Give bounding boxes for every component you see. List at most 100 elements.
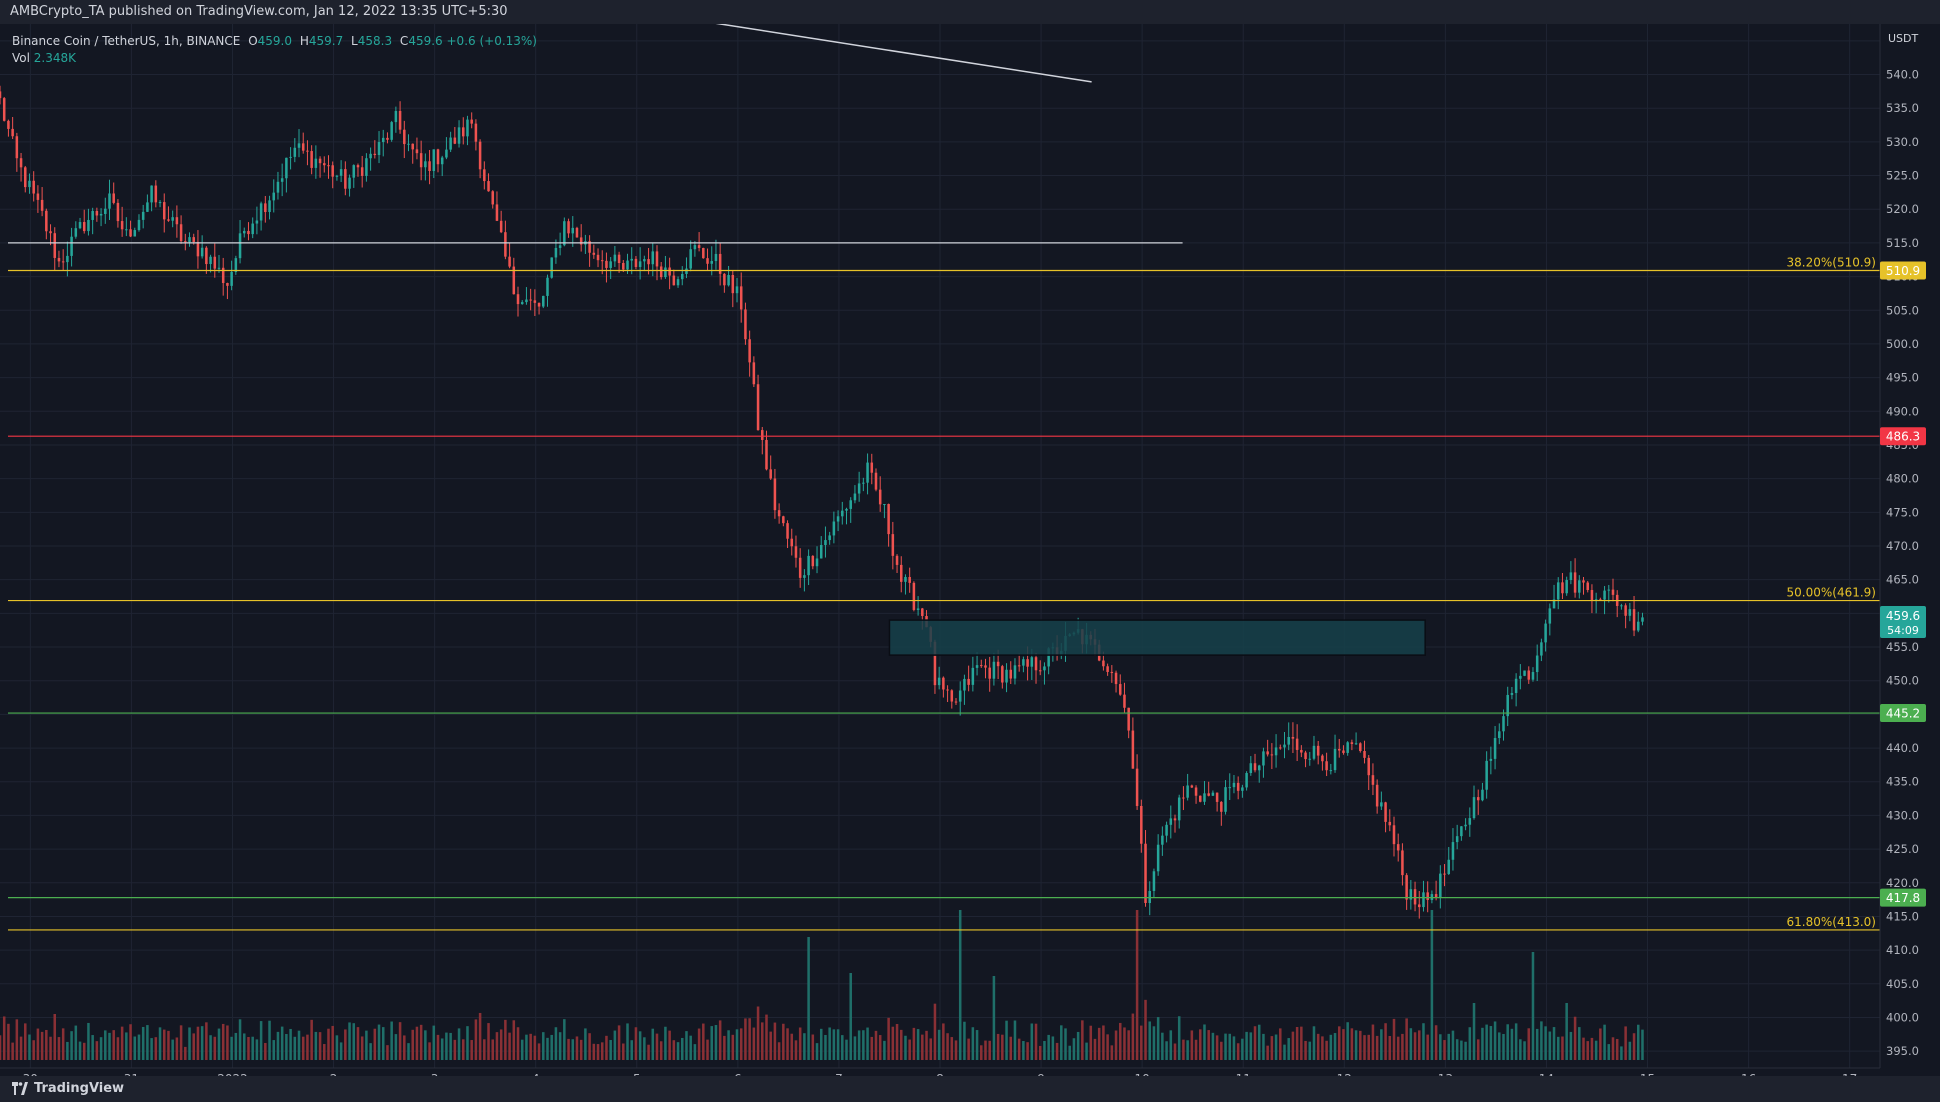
- candle-body: [226, 283, 229, 286]
- volume-bar: [1262, 1033, 1265, 1060]
- volume-bar: [891, 1026, 895, 1060]
- volume-bar: [647, 1044, 650, 1060]
- volume-bar: [1169, 1030, 1173, 1060]
- volume-bar: [1034, 1023, 1038, 1060]
- time-tick-label: 10: [1135, 1072, 1150, 1076]
- price-tag-label: 510.9: [1886, 264, 1920, 278]
- volume-bar: [1316, 1033, 1320, 1060]
- volume-bar: [1097, 1027, 1101, 1060]
- volume-bar: [1030, 1023, 1034, 1060]
- volume-bar: [1375, 1035, 1379, 1060]
- volume-bar: [209, 1035, 212, 1060]
- volume-bar: [975, 1030, 979, 1060]
- candle-body: [398, 110, 402, 130]
- volume-bar: [461, 1039, 465, 1060]
- candle-body: [832, 521, 836, 536]
- volume-bar: [356, 1027, 360, 1060]
- candle-body: [474, 123, 478, 142]
- candle-body: [1586, 582, 1589, 591]
- fib-level-label: 61.80%(413.0): [1787, 915, 1876, 929]
- price-tag-label: 445.2: [1886, 707, 1920, 721]
- candle-body: [622, 262, 625, 270]
- candle-body: [1017, 665, 1021, 667]
- volume-bar: [1337, 1026, 1341, 1060]
- candle-body: [129, 229, 132, 237]
- candle-body: [478, 141, 482, 170]
- candle-body: [1291, 736, 1295, 739]
- candle-body: [1253, 763, 1257, 771]
- candle-body: [537, 302, 541, 307]
- volume-bar: [1476, 1039, 1480, 1060]
- volume-bar: [28, 1034, 31, 1060]
- candle-body: [542, 295, 545, 307]
- candle-body: [453, 137, 457, 144]
- volume-bar: [466, 1026, 469, 1060]
- candle-body: [1388, 821, 1392, 826]
- candle-body: [1464, 824, 1467, 827]
- candle-body: [238, 233, 242, 259]
- volume-bar: [1430, 910, 1434, 1060]
- volume-bar: [474, 1019, 478, 1060]
- candle-body: [1140, 805, 1143, 844]
- candle-body: [899, 564, 903, 582]
- candle-body: [457, 127, 461, 144]
- volume-bar: [761, 1022, 764, 1060]
- candle-body: [289, 156, 292, 158]
- volume-bar: [622, 1043, 625, 1060]
- candle-body: [668, 267, 671, 276]
- time-tick-label: 9: [1037, 1072, 1045, 1076]
- candle-body: [1169, 818, 1173, 825]
- volume-bar: [1540, 1021, 1543, 1060]
- volume-bar: [1590, 1037, 1594, 1060]
- volume-bar: [407, 1043, 410, 1060]
- candle-body: [200, 247, 204, 257]
- volume-bar: [588, 1033, 591, 1060]
- volume-bar: [1620, 1046, 1623, 1060]
- candle-body: [175, 217, 179, 225]
- volume-bar: [1110, 1045, 1114, 1060]
- volume-bar: [32, 1040, 35, 1060]
- time-tick-label: 15: [1640, 1072, 1655, 1076]
- price-chart[interactable]: 38.20%(510.9) 50.00%(461.9) 61.80%(413.0) U…: [0, 24, 1940, 1076]
- candle-body: [794, 546, 798, 558]
- volume-bar: [638, 1031, 642, 1060]
- price-tick-label: 400.0: [1886, 1010, 1919, 1024]
- volume-bar: [803, 1033, 806, 1060]
- candle-body: [958, 690, 962, 702]
- volume-bar: [929, 1038, 932, 1060]
- volume-bar: [1523, 1041, 1526, 1060]
- candle-body: [1590, 590, 1594, 601]
- volume-bar: [958, 910, 962, 1060]
- volume-bar: [226, 1025, 229, 1060]
- candle-body: [1573, 572, 1577, 593]
- volume-bar: [744, 1018, 747, 1060]
- volume-bar: [706, 1039, 709, 1060]
- candle-body: [655, 251, 659, 267]
- volume-bar: [853, 1036, 857, 1060]
- candle-body: [963, 678, 966, 691]
- candle-body: [36, 193, 40, 200]
- candle-body: [954, 701, 958, 703]
- candle-body: [1439, 873, 1442, 898]
- candle-body: [1401, 850, 1404, 876]
- candle-body: [28, 180, 31, 188]
- volume-bar: [723, 1035, 726, 1060]
- candle-body: [407, 143, 410, 145]
- volume-bar: [613, 1030, 617, 1060]
- volume-bar: [1232, 1036, 1236, 1060]
- volume-bar: [1270, 1036, 1274, 1060]
- candle-body: [1177, 797, 1181, 821]
- volume-bar: [499, 1029, 503, 1060]
- volume-bar: [327, 1028, 330, 1060]
- candle-body: [1434, 894, 1438, 898]
- volume-bar: [171, 1039, 174, 1060]
- candle-body: [550, 257, 553, 278]
- candle-body: [373, 153, 377, 155]
- volume-bar: [470, 1040, 473, 1060]
- volume-bar: [563, 1019, 566, 1060]
- volume-bar: [1283, 1044, 1286, 1060]
- candle-body: [946, 689, 949, 691]
- time-tick-label: 16: [1741, 1072, 1756, 1076]
- time-tick-label: 3: [431, 1072, 439, 1076]
- volume-bar: [386, 1045, 389, 1060]
